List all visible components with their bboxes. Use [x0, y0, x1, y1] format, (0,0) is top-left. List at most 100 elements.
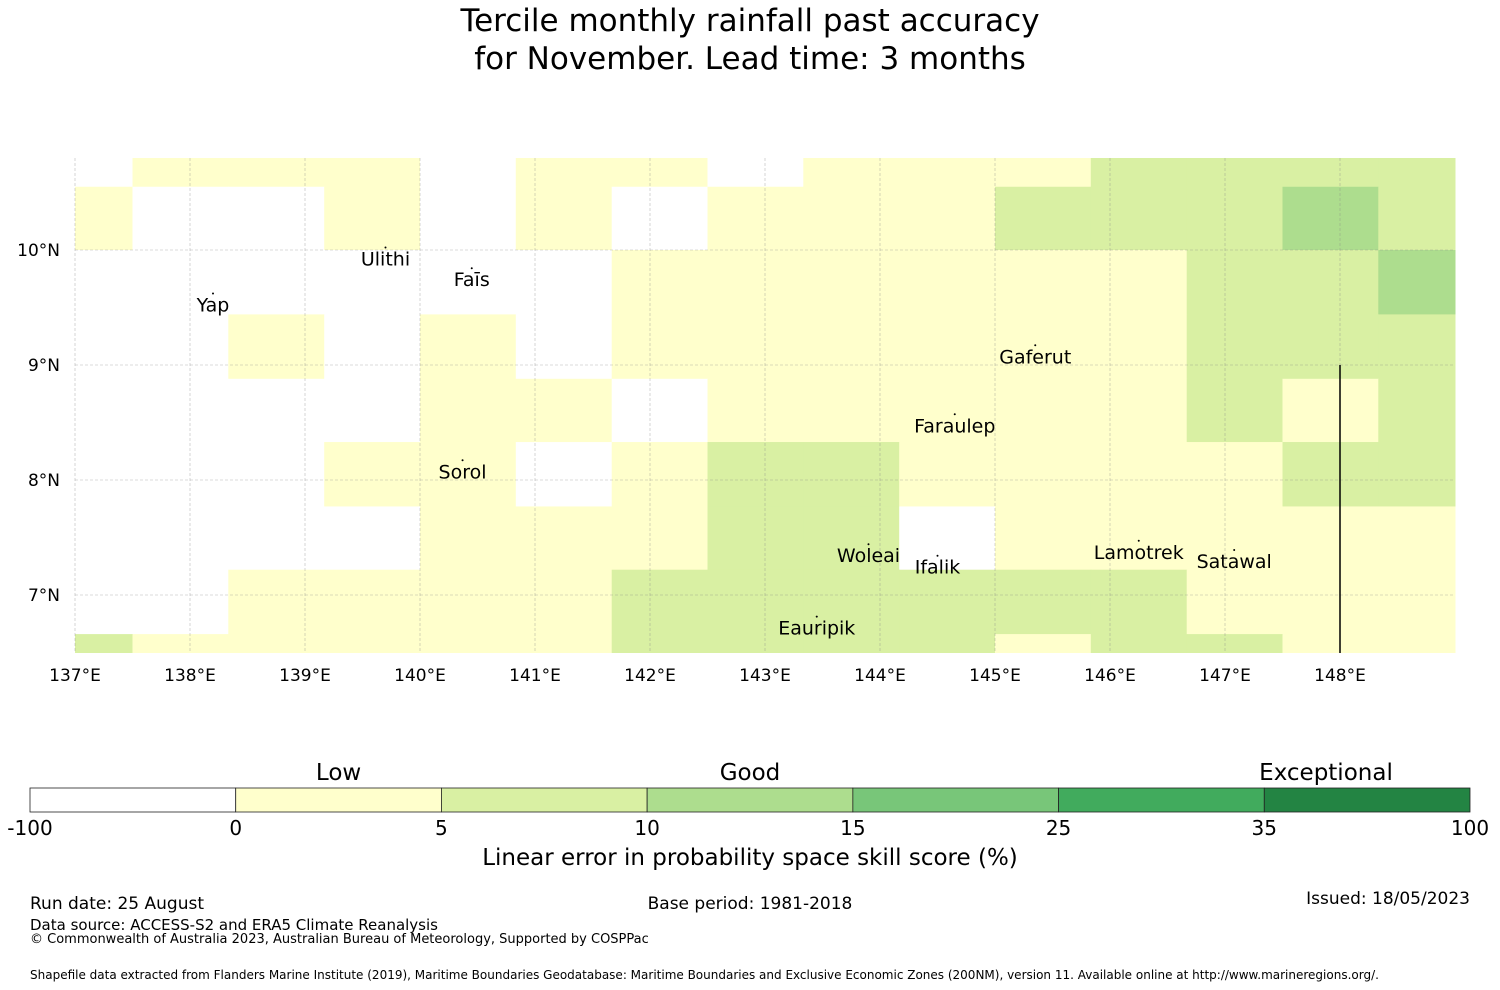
grid-cell [1090, 250, 1188, 315]
colorbar-tick-label: 25 [1045, 816, 1072, 840]
island-label: Satawal [1197, 551, 1272, 573]
grid-cell [899, 506, 996, 571]
island-marker [867, 543, 870, 546]
island-marker [384, 246, 387, 249]
grid-cell [707, 314, 804, 380]
grid-cell [803, 378, 900, 443]
grid-cell [420, 442, 517, 507]
colorbar-label: Linear error in probability space skill … [482, 845, 1018, 871]
grid-cell [324, 569, 421, 635]
lon-tick-label: 137°E [49, 666, 101, 686]
colorbar-segment [29, 787, 237, 813]
grid-cell [707, 442, 804, 507]
colorbar-category-label: Good [719, 760, 781, 786]
grid-cell [1186, 314, 1283, 380]
grid-cell [1186, 158, 1283, 188]
grid-cell [1378, 378, 1456, 443]
lon-tick-label: 139°E [279, 666, 331, 686]
island-marker [815, 615, 818, 618]
grid-cell [995, 378, 1092, 443]
colorbar-tick-label: 100 [1450, 816, 1490, 840]
grid-cell [899, 158, 996, 188]
colorbar-tick-label: -100 [7, 816, 53, 840]
grid-cell [707, 506, 804, 571]
colorbar-tick-label: 35 [1251, 816, 1278, 840]
grid-cell [1090, 506, 1188, 571]
grid-cell [515, 506, 613, 571]
grid-cell [707, 634, 804, 653]
grid-cell [1186, 186, 1283, 251]
grid-cell [1282, 250, 1379, 315]
island-marker [461, 459, 464, 462]
grid-cell [75, 186, 133, 251]
lon-tick-label: 145°E [969, 666, 1021, 686]
grid-cell [228, 569, 325, 635]
grid-cell [995, 506, 1092, 571]
grid-cell [611, 378, 708, 443]
island-marker [953, 413, 956, 416]
lat-tick-label: 7°N [28, 586, 60, 606]
grid-cell [324, 186, 421, 251]
grid-cell [1282, 569, 1379, 635]
grid-cell [611, 506, 708, 571]
grid-cell [1378, 250, 1456, 315]
grid-cell [132, 186, 229, 251]
lon-tick-label: 144°E [854, 666, 906, 686]
skill-grid [75, 158, 1456, 653]
grid-cell [228, 186, 325, 251]
colorbar-segment [235, 787, 442, 813]
island-label: Lamotrek [1094, 542, 1184, 564]
island-marker [1034, 344, 1037, 347]
colorbar [29, 787, 1471, 813]
island-marker [1137, 539, 1140, 542]
grid-cell [1090, 442, 1188, 507]
grid-cell [1282, 634, 1379, 653]
island-label: Sorol [439, 461, 487, 483]
island-label: Eauripik [778, 618, 855, 640]
grid-cell [995, 186, 1092, 251]
grid-cell [420, 158, 517, 188]
grid-cell [515, 186, 613, 251]
grid-cell [1090, 378, 1188, 443]
grid-cell [228, 250, 325, 315]
title-line-1: Tercile monthly rainfall past accuracy [460, 3, 1040, 39]
colorbar-segment [852, 787, 1059, 813]
grid-cell [132, 634, 229, 653]
grid-cell [611, 634, 708, 653]
grid-cell [1090, 314, 1188, 380]
grid-cell [899, 250, 996, 315]
grid-cell [132, 569, 229, 635]
grid-cell [899, 186, 996, 251]
lon-tick-label: 148°E [1314, 666, 1366, 686]
island-label: Ulithi [361, 249, 410, 271]
grid-cell [324, 506, 421, 571]
grid-cell [611, 569, 708, 635]
grid-cell [1186, 634, 1283, 653]
island-label: Faraulep [914, 415, 995, 437]
grid-cell [803, 442, 900, 507]
copyright: © Commonwealth of Australia 2023, Austra… [30, 932, 649, 947]
grid-cell [707, 158, 804, 188]
grid-cell [611, 314, 708, 380]
grid-cell [995, 250, 1092, 315]
grid-cell [75, 442, 133, 507]
colorbar-tick-label: 10 [634, 816, 660, 840]
grid-cell [324, 158, 421, 188]
grid-cell [75, 378, 133, 443]
grid-cell [132, 314, 229, 380]
grid-cell [1186, 569, 1283, 635]
grid-cell [1378, 634, 1456, 653]
grid-cell [899, 569, 996, 635]
grid-cell [1186, 506, 1283, 571]
grid-cell [803, 569, 900, 635]
issued-date: Issued: 18/05/2023 [1306, 889, 1470, 909]
colorbar-tick-label: 0 [229, 816, 243, 840]
colorbar-segment [1263, 787, 1471, 813]
island-label: Ifalik [915, 557, 961, 579]
island-label: Yap [196, 295, 230, 317]
grid-cell [1282, 314, 1379, 380]
grid-cell [324, 378, 421, 443]
grid-cell [707, 250, 804, 315]
lon-tick-label: 146°E [1084, 666, 1136, 686]
